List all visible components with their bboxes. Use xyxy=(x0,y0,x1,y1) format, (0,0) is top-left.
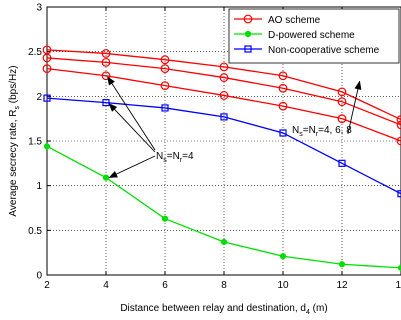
data-point xyxy=(337,114,347,124)
data-point xyxy=(338,261,346,268)
series-ao-scheme-1 xyxy=(42,53,401,130)
axis-ticks: 2 4 6 8 10 12 14 0 0.5 1 1.5 2 2.5 3 xyxy=(28,3,401,291)
data-point xyxy=(43,94,51,102)
series-ao-scheme-2 xyxy=(42,64,401,146)
data-point xyxy=(278,71,288,81)
series-d-powered-scheme-3 xyxy=(43,143,401,271)
data-point xyxy=(220,113,228,121)
legend-noncoop-label: Non-cooperative scheme xyxy=(268,45,380,56)
data-point xyxy=(338,159,346,167)
data-point xyxy=(219,73,229,82)
data-point xyxy=(396,115,401,124)
y-tick-label: 2 xyxy=(36,92,42,103)
data-point xyxy=(160,81,170,91)
data-point xyxy=(219,62,229,72)
series-line xyxy=(46,97,401,195)
y-axis-label: Average secrecy rate, Rs (bps/Hz) xyxy=(8,65,21,216)
data-point xyxy=(278,101,288,111)
data-point xyxy=(101,71,111,81)
y-tick-label: 1.5 xyxy=(28,137,42,148)
series-non-cooperative-scheme-4 xyxy=(43,94,401,198)
series xyxy=(42,45,401,271)
y-tick-label: 2.5 xyxy=(28,47,42,58)
legend-dpowered-label: D-powered scheme xyxy=(268,30,355,41)
y-tick-label: 0.5 xyxy=(28,226,42,237)
legend-ao-marker xyxy=(243,14,253,24)
x-tick-label: 14 xyxy=(395,280,401,291)
data-point xyxy=(160,55,170,65)
series-line xyxy=(46,145,401,269)
legend-dpowered-marker xyxy=(244,30,252,38)
data-point xyxy=(161,215,169,222)
series-line xyxy=(46,67,401,142)
annotation-arrows xyxy=(107,76,362,179)
legend: AO scheme D-powered scheme Non-cooperati… xyxy=(228,8,400,64)
data-point xyxy=(102,98,110,107)
data-point xyxy=(43,143,51,150)
series-line xyxy=(46,57,401,126)
data-point xyxy=(337,97,347,107)
legend-box xyxy=(228,8,400,64)
data-point xyxy=(279,129,287,137)
data-point xyxy=(160,64,170,74)
legend-ao-label: AO scheme xyxy=(268,15,321,26)
x-tick-label: 8 xyxy=(221,280,227,291)
data-point xyxy=(42,64,52,74)
data-point xyxy=(220,238,228,246)
annotation-arrow-noncoop xyxy=(108,102,156,153)
data-point xyxy=(101,57,111,67)
data-point xyxy=(396,136,401,146)
x-axis-label: Distance between relay and destination, … xyxy=(120,303,327,316)
y-tick-label: 1 xyxy=(36,181,42,192)
x-tick-label: 2 xyxy=(44,280,50,291)
data-point xyxy=(337,87,347,97)
annotation-ns-nr-4: Ns=Nr=4 xyxy=(156,151,194,164)
x-tick-label: 6 xyxy=(162,280,168,291)
data-point xyxy=(397,190,401,198)
data-point xyxy=(102,174,110,181)
legend-noncoop-marker xyxy=(244,45,252,53)
data-point xyxy=(161,104,169,112)
x-tick-label: 4 xyxy=(103,280,109,291)
data-point xyxy=(279,253,287,260)
series-line xyxy=(46,49,401,121)
data-point xyxy=(278,83,288,93)
annotation-arrow-ao xyxy=(107,76,156,151)
data-point xyxy=(42,53,52,63)
x-tick-label: 10 xyxy=(277,280,289,291)
annotation-arrow-dpowered xyxy=(108,155,156,179)
annotation-arrow-ao-bundle xyxy=(347,80,362,134)
data-point xyxy=(396,120,401,130)
y-tick-label: 0 xyxy=(36,271,42,282)
data-point xyxy=(219,91,229,100)
y-tick-label: 3 xyxy=(36,3,42,14)
annotation-ns-nr-4-6-8: Ns=Nr=4, 6, 8 xyxy=(292,125,352,138)
x-tick-label: 12 xyxy=(336,280,348,291)
data-point xyxy=(101,49,111,58)
